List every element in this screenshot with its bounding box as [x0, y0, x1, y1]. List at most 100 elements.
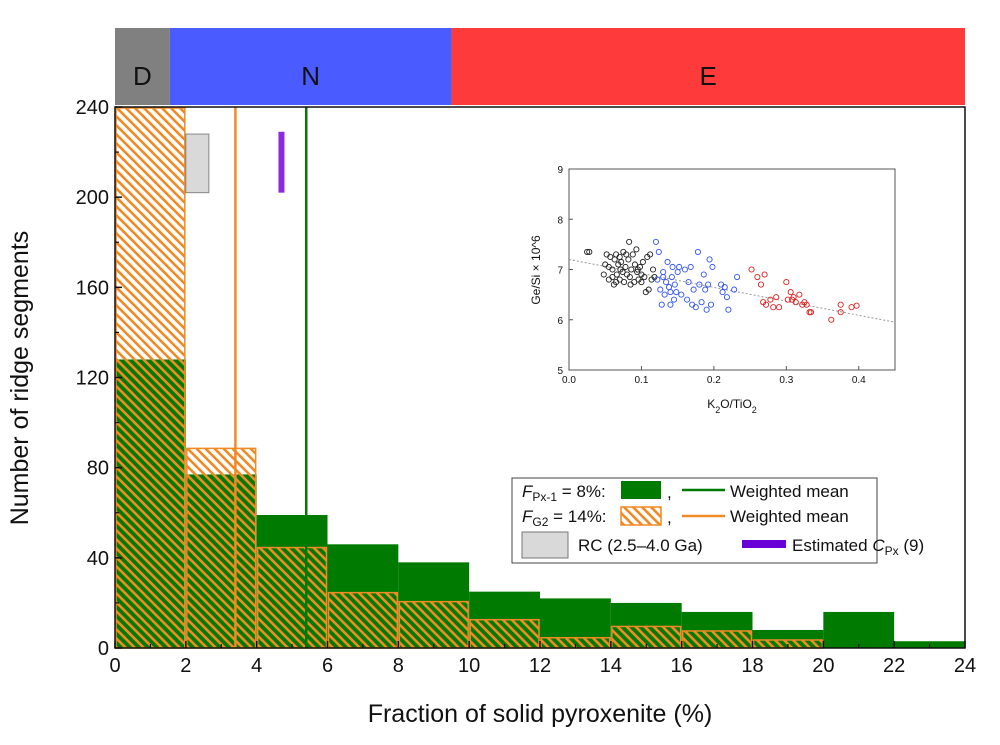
inset-point [605, 263, 612, 271]
y-tick-label: 120 [76, 368, 109, 390]
inset-point [673, 289, 680, 296]
inset-point [694, 248, 702, 255]
inset-point [652, 238, 659, 245]
y-tick-label: 40 [87, 548, 109, 570]
svg-text:Weighted mean: Weighted mean [730, 507, 849, 526]
inset-point [770, 304, 777, 311]
inset-point [584, 248, 591, 255]
x-tick-label: 8 [393, 655, 404, 677]
inset-point [767, 296, 774, 303]
inset-point [638, 279, 645, 286]
svg-text:Estimated CPx (9): Estimated CPx (9) [792, 536, 924, 558]
inset-point [776, 304, 783, 311]
svg-text:,: , [667, 483, 672, 502]
inset-point [692, 304, 699, 311]
inset-point [787, 289, 794, 296]
inset-point [619, 268, 626, 276]
inset-point [748, 266, 755, 273]
inset-point [702, 286, 709, 293]
inset-point [649, 266, 657, 273]
inset-point [734, 273, 741, 281]
x-tick-label: 20 [812, 655, 834, 677]
x-tick-label: 2 [180, 655, 191, 677]
svg-text:FPx-1 = 8%:: FPx-1 = 8%: [522, 482, 606, 504]
inset-point [853, 302, 860, 309]
inset-point [719, 289, 726, 296]
bar-g2 [256, 546, 328, 649]
regime-D [115, 28, 170, 105]
inset-point [664, 258, 671, 266]
inset-point [754, 273, 761, 281]
inset-point [628, 266, 635, 273]
inset-point [661, 291, 668, 298]
bar-g2 [469, 618, 540, 649]
x-tick-label: 14 [600, 655, 622, 677]
x-tick-label: 12 [529, 655, 551, 677]
legend-swatch-px [621, 481, 661, 499]
estimated-cpx-bar [278, 131, 285, 193]
inset-point [671, 281, 678, 288]
legend-swatch-g2 [620, 506, 662, 526]
inset-y-tick-label: 5 [557, 366, 563, 377]
inset-point [626, 273, 633, 281]
inset-point [613, 271, 620, 278]
inset-x-tick-label: 0.2 [707, 375, 721, 386]
inset-point [676, 263, 683, 271]
legend: FPx-1 = 8%: , Weighted mean FG2 = 14%: ,… [511, 477, 924, 564]
inset-point [621, 279, 628, 286]
inset-point [627, 281, 634, 288]
inset-scatter-plot: 0.0 0.1 0.2 0.3 0.4 5 6 7 8 9 [557, 165, 896, 386]
inset-x-tick-label: 0.4 [852, 375, 866, 386]
y-tick-label: 0 [98, 638, 109, 660]
bar-g2 [115, 107, 186, 649]
inset-point [660, 273, 667, 281]
svg-text:FG2 = 14%:: FG2 = 14%: [522, 507, 607, 529]
inset-y-tick-label: 9 [557, 165, 563, 176]
inset-point [784, 296, 791, 303]
inset-point [634, 268, 641, 276]
annotations [185, 107, 308, 648]
inset-x-axis-label: K2O/TiO2 [707, 397, 757, 415]
regime-label: D [133, 61, 152, 91]
y-tick-label: 240 [76, 97, 109, 119]
x-tick-label: 24 [954, 655, 976, 677]
inset-point [706, 256, 713, 263]
inset-point [639, 258, 646, 266]
inset-point [623, 251, 630, 258]
inset-point [790, 294, 797, 301]
regime-N [169, 28, 452, 105]
inset-point [681, 266, 688, 273]
inset-point [609, 273, 616, 281]
inset-point [616, 253, 623, 260]
inset-point [721, 284, 728, 291]
regime-label: N [301, 61, 320, 91]
legend-swatch-rc [521, 531, 569, 559]
inset-point [633, 246, 640, 253]
x-tick-label: 0 [109, 655, 120, 677]
inset-point [723, 294, 730, 301]
inset-point [668, 273, 675, 281]
inset-point [828, 316, 835, 323]
inset-point [700, 271, 707, 278]
svg-text:,: , [667, 508, 672, 527]
inset-point [837, 301, 844, 308]
inset-point [698, 299, 705, 306]
inset-point [669, 263, 676, 271]
inset-point [634, 266, 641, 273]
inset-point [613, 279, 620, 286]
inset-point [638, 271, 645, 278]
inset-point [690, 286, 697, 293]
inset-point [803, 301, 810, 308]
inset-point [687, 263, 694, 271]
bar-g2 [186, 447, 257, 649]
inset-point [807, 309, 815, 316]
inset-point [629, 251, 636, 258]
inset-point [622, 263, 629, 271]
y-tick-label: 80 [87, 458, 109, 480]
inset-point [678, 291, 685, 298]
bar-g2 [327, 591, 399, 649]
inset-point [645, 286, 652, 293]
x-tick-label: 4 [251, 655, 262, 677]
